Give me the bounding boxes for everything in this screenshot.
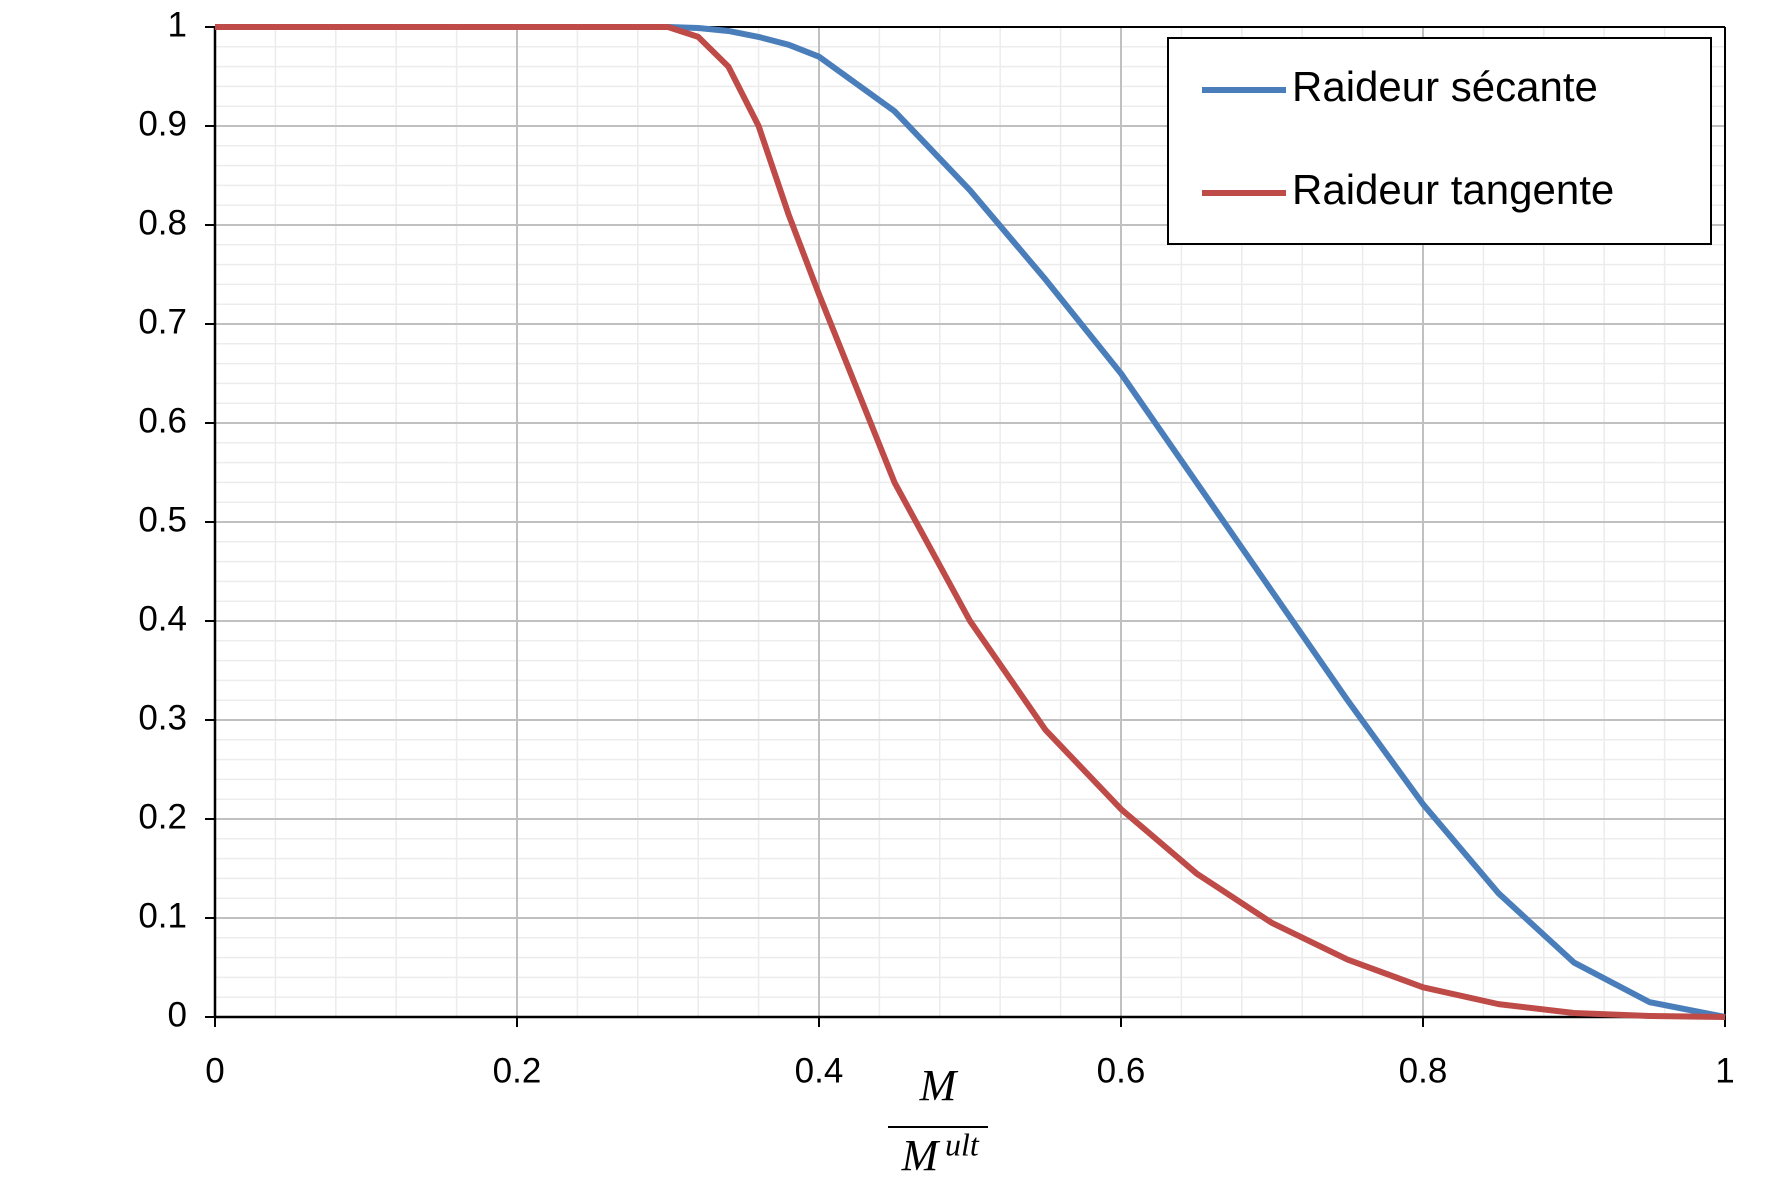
y-tick-label: 0.1	[138, 896, 187, 935]
line	[215, 24, 1726, 1020]
y-tick-label: 0.6	[138, 401, 187, 440]
y-tick-label: 0	[168, 995, 187, 1034]
legend-box	[1167, 37, 1712, 245]
x-tick-label: 1	[1715, 1051, 1734, 1090]
legend-label: Raideur tangente	[1292, 166, 1614, 213]
x-label-numerator: M	[919, 1061, 959, 1110]
y-tick-label: 0.7	[138, 302, 187, 341]
x-tick-label: 0.8	[1399, 1051, 1448, 1090]
y-tick-label: 0.2	[138, 797, 187, 836]
y-tick-label: 0.5	[138, 500, 187, 539]
x-tick-label: 0.4	[795, 1051, 844, 1090]
x-label-denominator: M	[901, 1131, 941, 1180]
y-tick-label: 0.3	[138, 698, 187, 737]
x-label-superscript: ult	[945, 1126, 980, 1162]
x-tick-label: 0	[205, 1051, 224, 1090]
x-tick-label: 0.2	[493, 1051, 542, 1090]
y-tick-label: 0.8	[138, 203, 187, 242]
y-tick-label: 1	[168, 5, 187, 44]
y-tick-label: 0.9	[138, 104, 187, 143]
x-tick-label: 0.6	[1097, 1051, 1146, 1090]
legend-label: Raideur sécante	[1292, 63, 1598, 110]
y-tick-label: 0.4	[138, 599, 187, 638]
